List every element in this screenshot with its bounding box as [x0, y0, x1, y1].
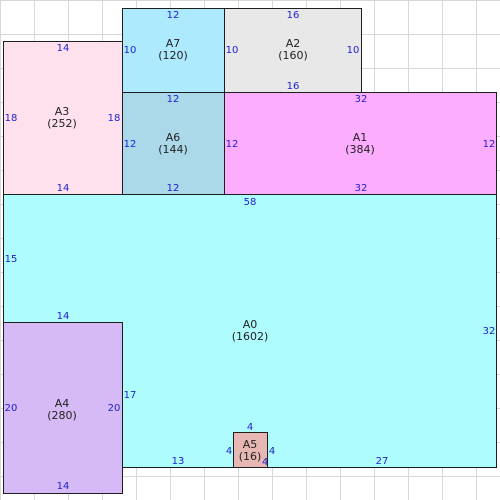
a1-area: (384): [345, 143, 375, 156]
a2-bottom-dim: 16: [286, 81, 300, 92]
a0-left-dim: 15: [4, 254, 18, 265]
a6-left-dim: 12: [123, 139, 137, 150]
a0-bottom-left-dim: 13: [171, 456, 185, 467]
a0-label: A0: [242, 318, 258, 331]
a5-top-dim: 4: [246, 422, 254, 433]
a0-inner-step-dim: 17: [123, 390, 137, 401]
a4-area: (280): [47, 409, 77, 422]
a7-left-dim: 10: [123, 45, 137, 56]
room-a5: [233, 432, 268, 468]
a4-top-dim: 14: [56, 311, 70, 322]
a2-area: (160): [278, 49, 308, 62]
a3-area: (252): [47, 117, 77, 130]
a0-top-dim: 58: [243, 197, 257, 208]
a7-top-dim: 12: [166, 10, 180, 21]
a3-top-dim: 14: [56, 43, 70, 54]
a0-bottom-right-dim: 27: [375, 456, 389, 467]
a3-right-dim: 18: [107, 113, 121, 124]
a2-right-dim: 10: [346, 45, 360, 56]
a7-label: A7: [165, 37, 181, 50]
a4-bottom-dim: 14: [56, 481, 70, 492]
a1-left-dim: 12: [225, 139, 239, 150]
a1-bottom-dim: 32: [354, 183, 368, 194]
a5-bottom-dim: 4: [261, 457, 269, 468]
a4-left-dim: 20: [4, 403, 18, 414]
a1-top-dim: 32: [354, 94, 368, 105]
a1-right-dim: 12: [482, 139, 496, 150]
a1-label: A1: [352, 131, 368, 144]
a5-label: A5: [242, 438, 258, 451]
a0-area: (1602): [231, 330, 269, 343]
a6-top-dim: 12: [166, 94, 180, 105]
a5-left-dim: 4: [225, 446, 233, 457]
a4-label: A4: [54, 397, 70, 410]
room-a7: [122, 8, 225, 93]
a7-right-dim: 10: [225, 45, 239, 56]
a6-area: (144): [158, 143, 188, 156]
a6-bottom-dim: 12: [166, 183, 180, 194]
a2-label: A2: [285, 37, 301, 50]
a3-label: A3: [54, 105, 70, 118]
a2-top-dim: 16: [286, 10, 300, 21]
a3-bottom-dim: 14: [56, 183, 70, 194]
room-a6: [122, 92, 225, 195]
a7-area: (120): [158, 49, 188, 62]
a4-right-dim: 20: [107, 403, 121, 414]
room-a4: [3, 322, 123, 494]
a0-right-dim: 32: [482, 326, 496, 337]
a5-right-dim: 4: [268, 446, 276, 457]
room-a1: [224, 92, 497, 195]
a3-left-dim: 18: [4, 113, 18, 124]
a6-label: A6: [165, 131, 181, 144]
a5-area: (16): [238, 450, 262, 463]
